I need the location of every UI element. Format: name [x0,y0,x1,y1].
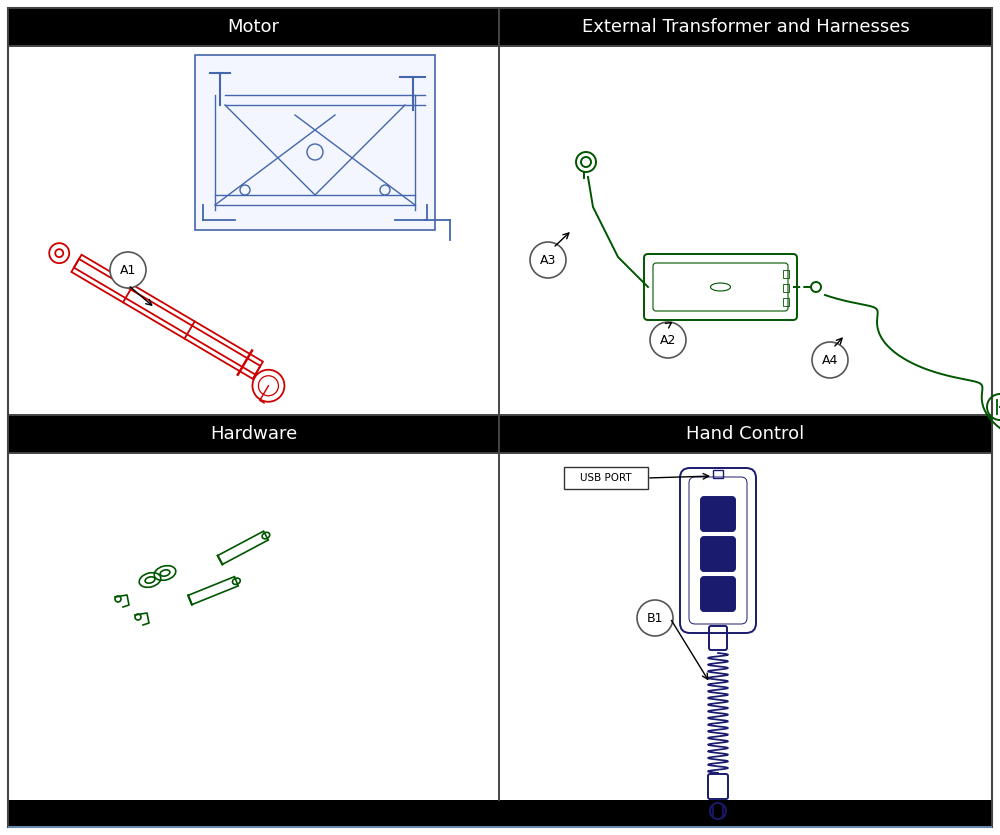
Text: B1: B1 [647,611,663,625]
Bar [713,470,723,478]
FancyBboxPatch shape [701,577,735,611]
Text: Hardware: Hardware [210,425,297,443]
Circle shape [812,342,848,378]
Bar [8,800,992,827]
Text: USB PORT: USB PORT [580,473,632,483]
Bar [8,415,499,453]
Circle shape [530,242,566,278]
Text: A4: A4 [822,353,838,367]
Text: External Transformer and Harnesses: External Transformer and Harnesses [582,18,909,36]
FancyBboxPatch shape [701,537,735,571]
Bar [783,270,789,278]
FancyBboxPatch shape [701,497,735,531]
Circle shape [650,322,686,358]
Circle shape [637,600,673,636]
Text: A2: A2 [660,333,676,347]
Text: Hand Control: Hand Control [686,425,805,443]
Bar [499,8,992,46]
Bar [499,415,992,453]
Text: A1: A1 [120,264,136,276]
Bar [783,284,789,292]
Bar [8,8,499,46]
Bar [195,55,435,230]
Text: Motor: Motor [228,18,280,36]
Bar [8,826,992,828]
Text: A3: A3 [540,254,556,266]
Circle shape [110,252,146,288]
FancyBboxPatch shape [564,467,648,489]
Bar [783,298,789,306]
